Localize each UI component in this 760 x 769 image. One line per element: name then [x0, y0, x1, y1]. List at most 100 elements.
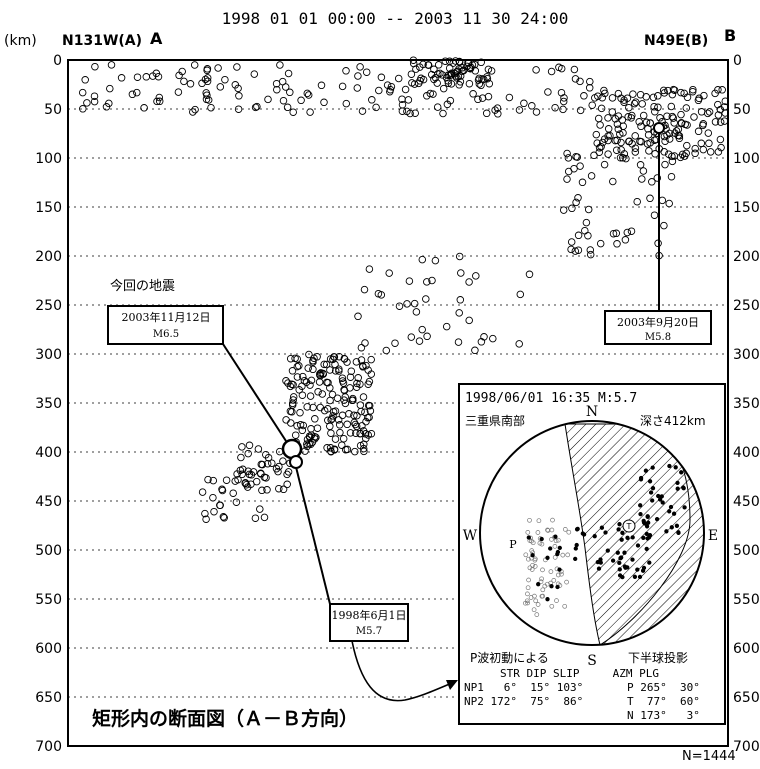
y-tick-label-right: 0: [733, 53, 742, 69]
hypocenter-point: [343, 420, 351, 429]
connector-arrow: [351, 640, 453, 702]
compression-point: [617, 567, 622, 572]
hypocenter-point: [600, 86, 608, 95]
beachball-outline: [479, 420, 705, 646]
hypocenter-point: [677, 119, 686, 128]
hypocenter-point: [405, 277, 414, 285]
hypocenter-point: [612, 229, 621, 238]
hypocenter-point: [273, 85, 281, 94]
hypocenter-point: [358, 362, 367, 370]
hypocenter-point: [584, 205, 593, 214]
hypocenter-point: [714, 111, 723, 119]
hypocenter-point: [689, 85, 697, 94]
hypocenter-point: [578, 178, 587, 187]
hypocenter-point: [279, 96, 288, 105]
hypocenter-point: [356, 380, 364, 388]
compression-point: [644, 524, 650, 529]
hypocenter-point: [411, 109, 419, 117]
y-tick-label-right: 300: [733, 347, 760, 363]
dilatation-point: [525, 591, 530, 597]
hypocenter-point: [316, 370, 324, 378]
hypocenter-point: [264, 95, 272, 104]
compression-point: [580, 531, 585, 536]
hypocenter-point: [241, 479, 250, 487]
y-tick-label-right: 150: [733, 200, 760, 216]
hypocenter-point: [482, 109, 491, 118]
event-magnitude: M6.5: [153, 329, 179, 340]
hypocenter-point: [704, 129, 713, 137]
hypocenter-point: [175, 71, 183, 80]
hypocenter-point: [286, 407, 295, 416]
hypocenter-point: [478, 75, 486, 83]
hypocenter-point: [637, 122, 645, 131]
hypocenter-point: [394, 74, 403, 83]
y-tick-label-left: 300: [35, 347, 62, 363]
hypocenter-point: [574, 194, 582, 202]
hypocenter-point: [318, 390, 327, 398]
compression-point: [622, 550, 627, 555]
hypocenter-point: [454, 338, 463, 346]
y-tick-label-left: 250: [35, 298, 62, 314]
dilatation-point: [526, 577, 531, 583]
hypocenter-point: [353, 411, 361, 420]
hypocenter-point: [305, 350, 313, 359]
dilatation-point: [542, 583, 548, 589]
hypocenter-point: [717, 143, 725, 152]
hypocenter-point: [201, 509, 209, 518]
hypocenter-point: [407, 70, 416, 78]
hypocenter-point: [683, 93, 692, 102]
dilatation-point: [552, 555, 558, 560]
hypocenter-point: [682, 104, 691, 112]
hypocenter-point: [570, 65, 579, 74]
hypocenter-point: [306, 381, 314, 389]
event-date: 2003年9月20日: [617, 315, 699, 329]
hypocenter-point: [91, 62, 99, 71]
hypocenter-point: [218, 486, 227, 495]
hypocenter-point: [422, 295, 430, 303]
compression-point: [667, 509, 672, 514]
compression-point: [638, 511, 643, 517]
hypocenter-point: [249, 468, 258, 476]
compression-point: [610, 558, 616, 563]
compression-point: [615, 550, 620, 555]
hypocenter-point: [648, 178, 656, 186]
hypocenter-point: [293, 362, 302, 371]
hypocenter-point: [286, 88, 294, 97]
compression-point: [545, 555, 550, 560]
hypocenter-point: [417, 74, 425, 83]
hypocenter-point: [597, 104, 606, 113]
hypocenter-point: [705, 139, 713, 148]
hypocenter-point: [204, 475, 212, 484]
compression-point: [673, 465, 678, 470]
y-tick-label-right: 650: [733, 690, 760, 706]
hypocenter-point: [281, 83, 290, 91]
hypocenter-point: [584, 231, 592, 240]
compression-point: [630, 535, 635, 540]
compression-point: [675, 486, 680, 491]
hypocenter-point: [596, 121, 604, 129]
hypocenter-point: [694, 127, 703, 136]
hypocenter-point: [329, 412, 337, 420]
hypocenter-point: [238, 443, 246, 451]
hypocenter-point: [515, 106, 524, 114]
hypocenter-point: [627, 227, 636, 235]
hypocenter-point: [326, 366, 334, 374]
hypocenter-point: [275, 484, 283, 493]
y-tick-label-right: 350: [733, 396, 760, 412]
hypocenter-point: [600, 160, 609, 169]
hypocenter-point: [614, 125, 623, 133]
hypocenter-point: [459, 66, 468, 74]
hypocenter-point: [650, 211, 659, 219]
compression-point: [619, 537, 624, 542]
compression-point: [573, 546, 578, 551]
hypocenter-point: [209, 476, 218, 485]
compression-point: [645, 514, 650, 519]
hypocenter-point: [616, 130, 624, 138]
compression-point: [575, 526, 580, 532]
hypocenter-point: [718, 86, 726, 94]
compression-point: [592, 534, 597, 539]
hypocenter-point: [660, 221, 668, 230]
hypocenter-point: [210, 507, 218, 516]
hypocenter-point: [190, 61, 199, 69]
hypocenter-point: [683, 141, 691, 150]
